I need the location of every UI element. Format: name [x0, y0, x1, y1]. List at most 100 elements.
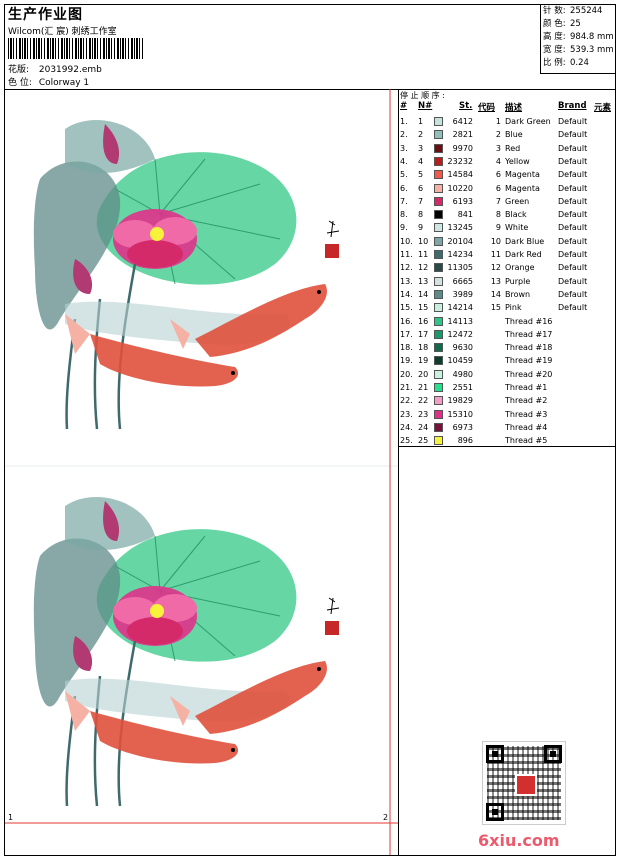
color-swatch [434, 130, 443, 140]
row-description: Dark Blue [505, 236, 545, 246]
stop-sequence-label: 停 止 顺 序 : [400, 91, 445, 100]
row-num: 17. [400, 329, 413, 339]
color-swatch [434, 117, 443, 126]
row-brand: Default [558, 156, 588, 166]
color-row: 4. 4 23232 4 Yellow Default [398, 155, 615, 168]
row-brand: Default [558, 196, 588, 206]
row-code: 10 [490, 236, 501, 246]
color-row: 1. 1 6412 1 Dark Green Default [398, 115, 615, 128]
color-row: 7. 7 6193 7 Green Default [398, 195, 615, 208]
row-num: 22. [400, 396, 413, 406]
color-row: 24. 24 6973 Thread #4 [398, 421, 615, 434]
row-num: 13. [400, 276, 413, 286]
color-swatch [434, 396, 443, 406]
row-num: 24. [400, 422, 413, 432]
color-row: 25. 25 896 Thread #5 [398, 434, 615, 447]
row-needle: 14 [418, 289, 429, 299]
row-stitches: 6412 [452, 117, 473, 126]
stat-label: 高 度: [543, 32, 566, 42]
row-brand: Default [558, 289, 588, 299]
stat-label: 宽 度: [543, 45, 566, 55]
color-row: 18. 18 9630 Thread #18 [398, 341, 615, 354]
color-row: 15. 15 14214 15 Pink Default [398, 301, 615, 314]
row-stitches: 3989 [452, 289, 473, 299]
color-table: 停 止 顺 序 : # N# St. 代码 描述 Brand 元素 1. 1 641… [398, 89, 615, 447]
col-code: 代码 [478, 103, 496, 113]
row-needle: 22 [418, 396, 429, 406]
color-row: 21. 21 2551 Thread #1 [398, 381, 615, 394]
color-row: 13. 13 6665 13 Purple Default [398, 275, 615, 288]
row-stitches: 4980 [452, 369, 473, 379]
row-num: 4. [400, 156, 408, 166]
color-swatch [434, 263, 443, 273]
stat-height: 高 度: 984.8 mm [541, 31, 616, 44]
row-stitches: 896 [457, 436, 473, 446]
color-swatch [434, 289, 443, 299]
color-swatch [434, 343, 443, 353]
color-swatch [434, 303, 443, 313]
row-stitches: 13245 [447, 223, 473, 233]
row-description: Pink [505, 303, 522, 313]
row-code: 1 [495, 117, 501, 126]
row-description: Thread #20 [505, 369, 553, 379]
row-brand: Default [558, 170, 588, 180]
row-stitches: 20104 [447, 236, 473, 246]
row-needle: 23 [418, 409, 429, 419]
row-description: Orange [505, 263, 535, 273]
row-description: Dark Red [505, 250, 542, 259]
row-description: Thread #1 [505, 383, 548, 392]
stat-colors: 颜 色: 25 [541, 18, 616, 31]
design-value: 2031992.emb [38, 65, 102, 75]
row-num: 15. [400, 303, 413, 313]
row-num: 12. [400, 263, 413, 273]
design-file-row: 花版: 2031992.emb [8, 62, 102, 75]
row-stitches: 2551 [452, 383, 473, 392]
row-brand: Default [558, 263, 588, 273]
color-row: 2. 2 2821 2 Blue Default [398, 128, 615, 141]
row-description: Purple [505, 276, 531, 286]
row-num: 23. [400, 409, 413, 419]
row-needle: 20 [418, 369, 429, 379]
stat-label: 比 例: [543, 58, 566, 68]
color-swatch [434, 436, 443, 446]
color-swatch [434, 170, 443, 180]
row-needle: 7 [418, 196, 424, 206]
color-swatch [434, 236, 443, 246]
row-stitches: 6973 [452, 422, 473, 432]
row-code: 15 [490, 303, 501, 313]
row-brand: Default [558, 183, 588, 193]
row-description: White [505, 223, 529, 233]
row-num: 6. [400, 183, 408, 193]
col-num: # [400, 101, 408, 111]
row-num: 25. [400, 436, 413, 446]
color-swatch [434, 356, 443, 366]
row-stitches: 14113 [447, 316, 473, 326]
row-needle: 9 [418, 223, 424, 233]
color-swatch [434, 250, 443, 259]
row-stitches: 14214 [447, 303, 473, 313]
col-st: St. [459, 101, 473, 111]
row-brand: Default [558, 117, 588, 126]
row-stitches: 10459 [447, 356, 473, 366]
row-needle: 1 [418, 117, 424, 126]
color-swatch [434, 383, 443, 392]
colorway-label: 色 位: [8, 78, 32, 88]
color-swatch [434, 143, 443, 153]
row-stitches: 15310 [447, 409, 473, 419]
row-stitches: 2821 [452, 130, 473, 140]
stat-value: 539.3 mm [570, 45, 614, 55]
color-row: 5. 5 14584 6 Magenta Default [398, 168, 615, 181]
stat-scale: 比 例: 0.24 [541, 57, 616, 70]
row-description: Thread #19 [505, 356, 553, 366]
row-num: 18. [400, 343, 413, 353]
row-num: 8. [400, 210, 408, 220]
color-row: 19. 19 10459 Thread #19 [398, 354, 615, 367]
row-num: 2. [400, 130, 408, 140]
watermark: 6xiu.com [478, 831, 560, 850]
row-description: Thread #4 [505, 422, 548, 432]
color-row: 16. 16 14113 Thread #16 [398, 315, 615, 328]
embroidery-preview [5, 89, 398, 855]
color-row: 12. 12 11305 12 Orange Default [398, 261, 615, 274]
stats-box: 针 数: 255244 颜 色: 25 高 度: 984.8 mm 宽 度: 539.3… [540, 5, 616, 74]
row-stitches: 9630 [452, 343, 473, 353]
